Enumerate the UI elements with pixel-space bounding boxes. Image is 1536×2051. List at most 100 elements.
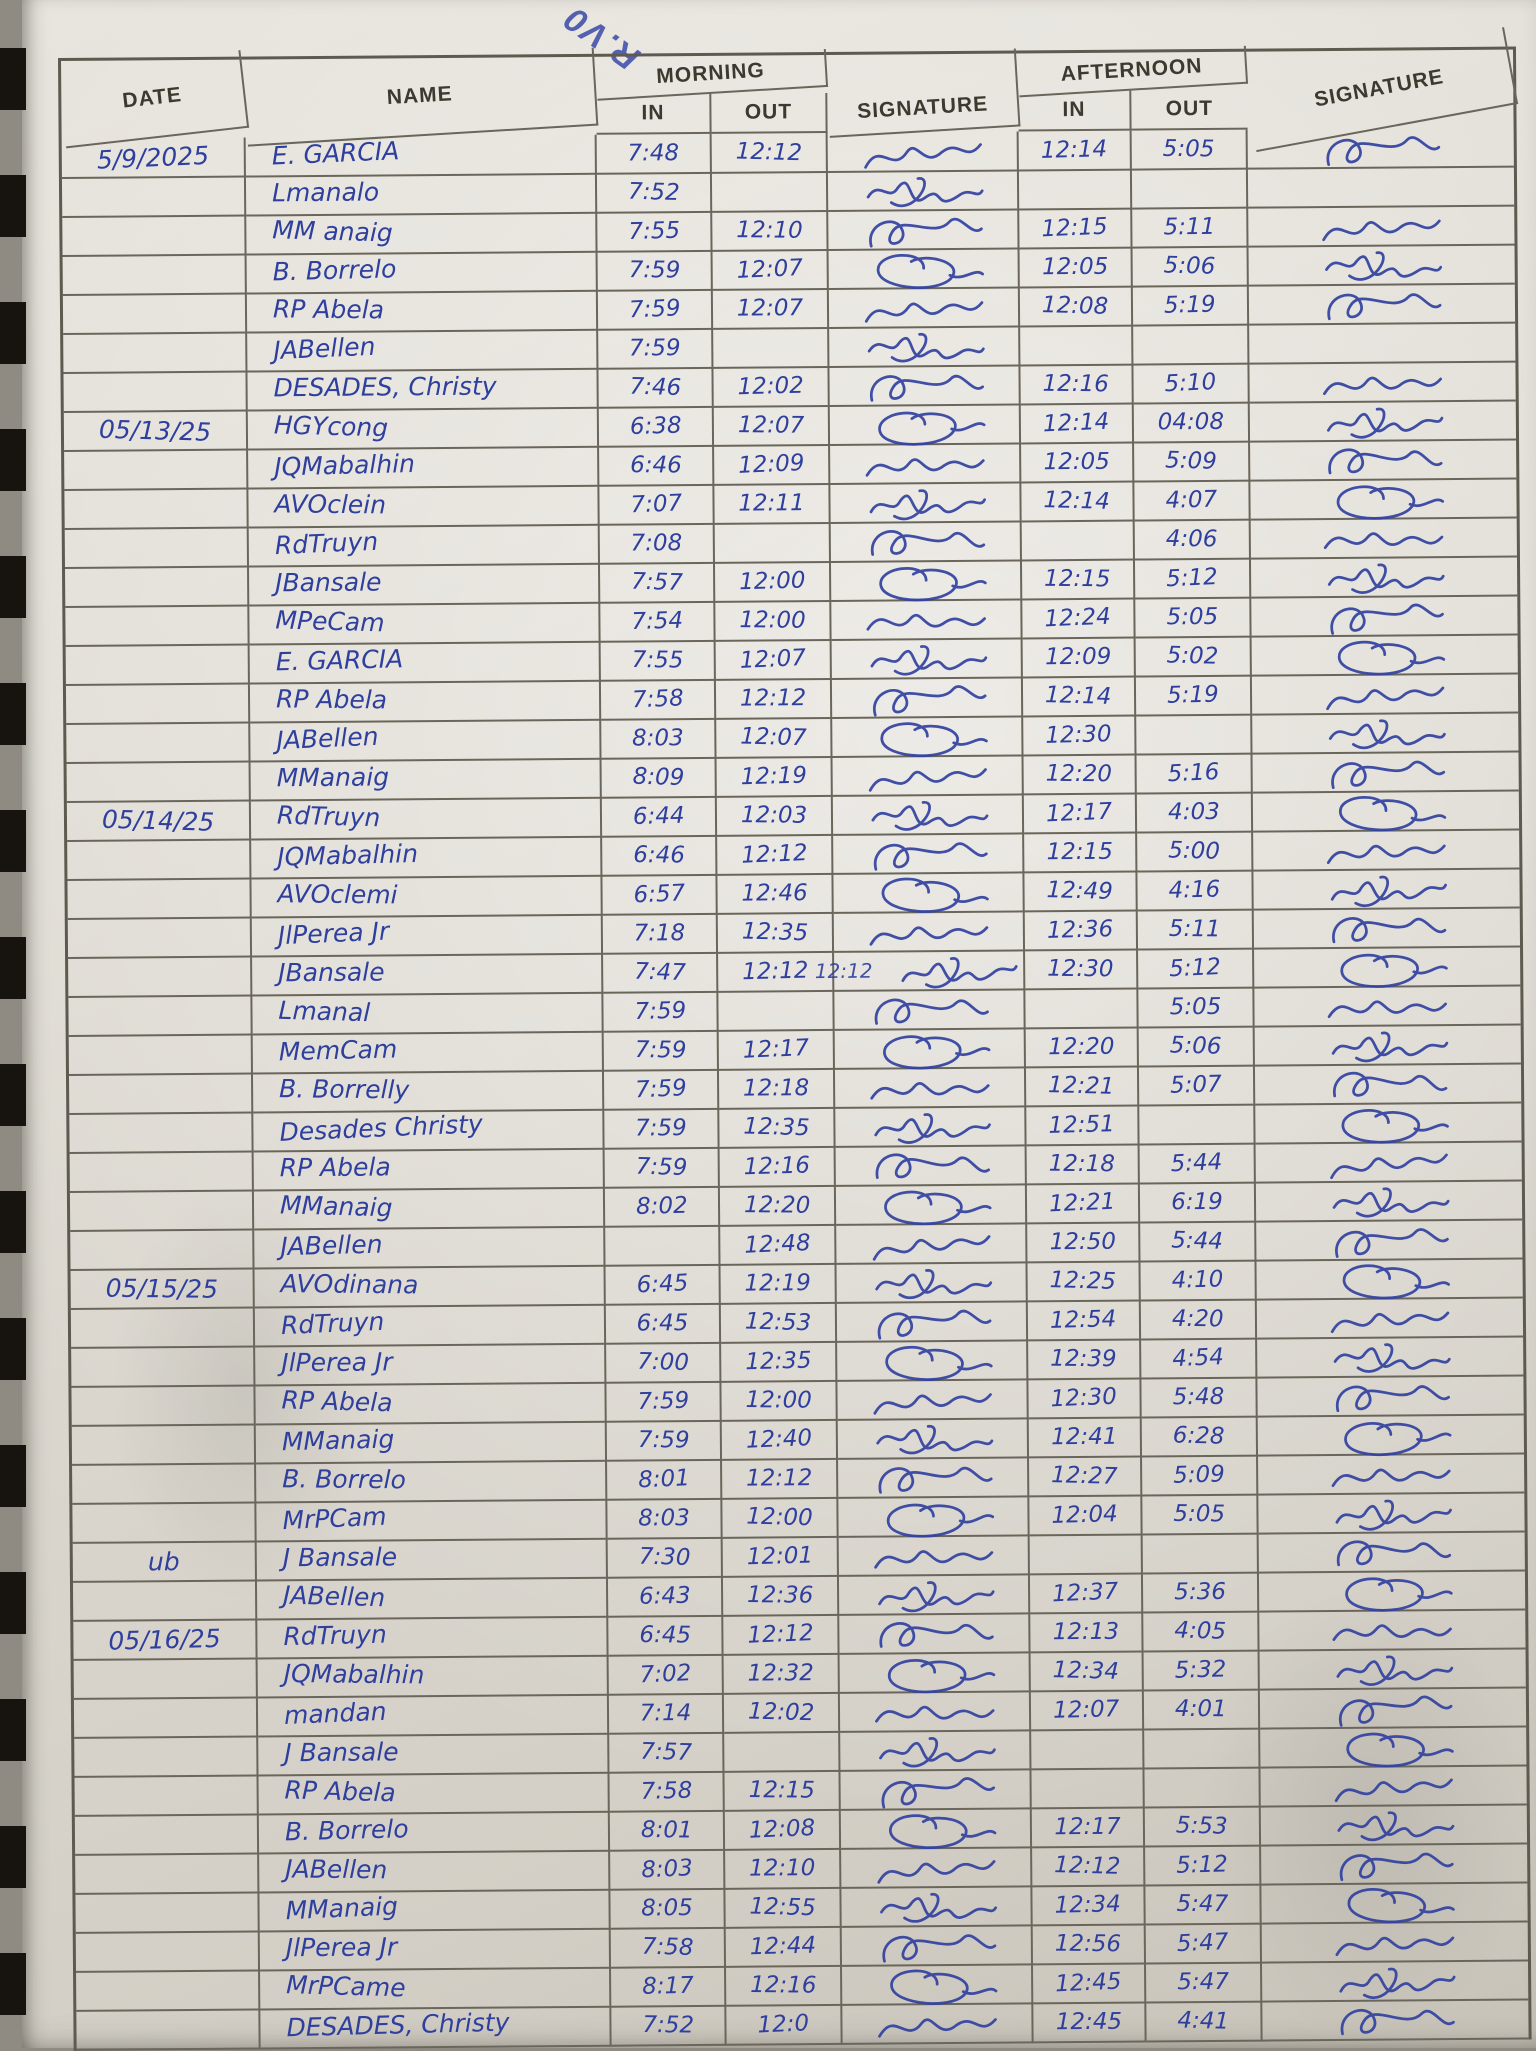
date-cell (66, 761, 251, 803)
table-row: Desades Christy 7:59 12:35 12:51 (69, 1102, 1522, 1154)
handwritten-text: JBansale (275, 566, 382, 597)
morning-in-cell: 8:09 (601, 757, 717, 799)
handwritten-text: 7:47 (633, 958, 686, 986)
morning-in-cell (605, 1225, 721, 1267)
handwritten-text: 7:58 (641, 1933, 694, 1961)
table-row: 05/14/25 RdTruyn 6:44 12:03 12:17 4:03 (66, 790, 1520, 842)
handwritten-text: RP Abela (279, 1151, 391, 1182)
signature-scribble (1322, 219, 1441, 242)
morning-in-cell: 7:59 (597, 250, 713, 292)
date-cell: 5/9/2025 (61, 137, 246, 179)
afternoon-signature-cell (1261, 1882, 1528, 1925)
date-cell (71, 1346, 256, 1388)
handwritten-text: 7:57 (639, 1738, 692, 1766)
morning-in-cell: 6:44 (601, 796, 718, 838)
afternoon-out-cell: 5:16 (1136, 753, 1253, 795)
name-cell: JBansale (248, 563, 601, 607)
morning-signature-cell (835, 1184, 1028, 1226)
afternoon-out-cell: 4:06 (1134, 519, 1251, 561)
handwritten-text: 12:12 (745, 1465, 813, 1492)
date-cell (62, 254, 247, 296)
signature-scribble (1326, 136, 1441, 167)
signature-scribble (876, 254, 984, 289)
signature-scribble (1330, 875, 1447, 907)
afternoon-out-cell: 4:10 (1140, 1260, 1257, 1302)
afternoon-out-cell: 04:08 (1133, 402, 1251, 444)
morning-in-cell: 8:17 (611, 1966, 727, 2008)
afternoon-out-cell: 5:47 (1145, 1884, 1262, 1926)
morning-in-cell: 6:43 (607, 1576, 724, 1618)
handwritten-text: 4:06 (1165, 525, 1218, 553)
signature-scribble (869, 926, 988, 946)
handwritten-text: 12:44 (749, 1932, 817, 1961)
date-cell (61, 176, 247, 218)
morning-out-cell (714, 522, 831, 564)
morning-in-cell: 6:45 (605, 1264, 721, 1306)
name-cell: J Bansale (258, 1733, 610, 1777)
afternoon-signature-cell (1260, 1726, 1527, 1769)
signature-scribble (882, 1035, 990, 1070)
date-cell (65, 566, 250, 608)
handwritten-text: 12:12 (740, 839, 808, 869)
name-cell: MrPCam (256, 1499, 608, 1543)
morning-out-cell: 12:07 (716, 717, 833, 759)
morning-in-cell: 7:59 (603, 991, 719, 1033)
signature-scribble (888, 1814, 996, 1850)
handwritten-text: RdTruyn (274, 526, 379, 560)
table-row: JABellen 7:59 (63, 322, 1516, 374)
name-cell: RdTruyn (250, 797, 603, 841)
handwritten-text: DESADES, Christy (273, 371, 497, 402)
morning-signature-cell (838, 1457, 1030, 1499)
afternoon-signature-cell (1250, 478, 1517, 521)
handwritten-text: 12:02 (747, 1698, 815, 1727)
afternoon-in-cell (1031, 1729, 1145, 1771)
handwritten-text: RP Abela (284, 1774, 397, 1807)
afternoon-in-cell: 12:14 (1021, 481, 1135, 523)
morning-signature-cell (829, 365, 1021, 407)
table-row: JlPerea Jr 7:00 12:35 12:39 4:54 (71, 1336, 1524, 1388)
table-row: AVOclein 7:07 12:11 12:14 4:07 (64, 478, 1517, 530)
handwritten-text: JABellen (279, 1229, 383, 1261)
table-row: Lmanal 7:59 5:05 (68, 985, 1521, 1037)
header-afternoon-out: OUT (1131, 89, 1248, 131)
date-cell (64, 449, 249, 491)
afternoon-in-cell: 12:15 (1021, 559, 1136, 601)
handwritten-text: MemCam (278, 1033, 398, 1066)
signature-scribble (879, 1893, 997, 1923)
handwritten-text: MrPCam (281, 1501, 388, 1535)
table-row: J Bansale 7:57 (74, 1726, 1527, 1778)
date-cell (65, 644, 250, 686)
afternoon-signature-cell (1256, 1258, 1523, 1301)
handwritten-text: 6:19 (1171, 1188, 1223, 1216)
signature-scribble (886, 1503, 994, 1538)
handwritten-text: 8:01 (637, 1465, 691, 1494)
morning-out-cell (713, 327, 830, 369)
handwritten-text: 7:59 (628, 257, 681, 284)
afternoon-in-cell: 12:37 (1029, 1573, 1144, 1615)
morning-in-cell: 8:03 (601, 718, 717, 760)
afternoon-out-cell: 6:19 (1139, 1182, 1257, 1224)
morning-out-cell: 12:20 (719, 1185, 837, 1227)
name-cell: RdTruyn (257, 1616, 609, 1660)
handwritten-text: 12:07 (1053, 1696, 1120, 1724)
signature-scribble (1335, 1499, 1452, 1531)
afternoon-out-cell: 5:19 (1135, 675, 1253, 717)
table-row: 05/15/25 AVOdinana 6:45 12:19 12:25 4:10 (70, 1258, 1523, 1310)
signature-scribble (1335, 1936, 1455, 1957)
afternoon-out-cell: 5:07 (1138, 1065, 1256, 1107)
signature-scribble (1344, 1422, 1452, 1457)
signature-scribble (873, 1550, 993, 1569)
morning-signature-cell (828, 287, 1021, 329)
morning-in-cell: 7:52 (596, 172, 713, 214)
handwritten-text: 7:48 (627, 140, 680, 167)
signature-scribble (863, 143, 982, 169)
morning-out-cell: 12:35 (719, 1107, 836, 1149)
handwritten-text: AVOclemi (277, 878, 398, 909)
signature-scribble (1330, 1153, 1448, 1180)
handwritten-text: 6:45 (635, 1270, 689, 1299)
afternoon-in-cell: 12:13 (1030, 1612, 1144, 1654)
handwritten-text: 12:14 (1040, 136, 1108, 164)
handwritten-text: 12:16 (749, 1972, 817, 1999)
handwritten-text: 7:52 (642, 2012, 694, 2039)
morning-out-cell: 12:02 (723, 1692, 841, 1734)
